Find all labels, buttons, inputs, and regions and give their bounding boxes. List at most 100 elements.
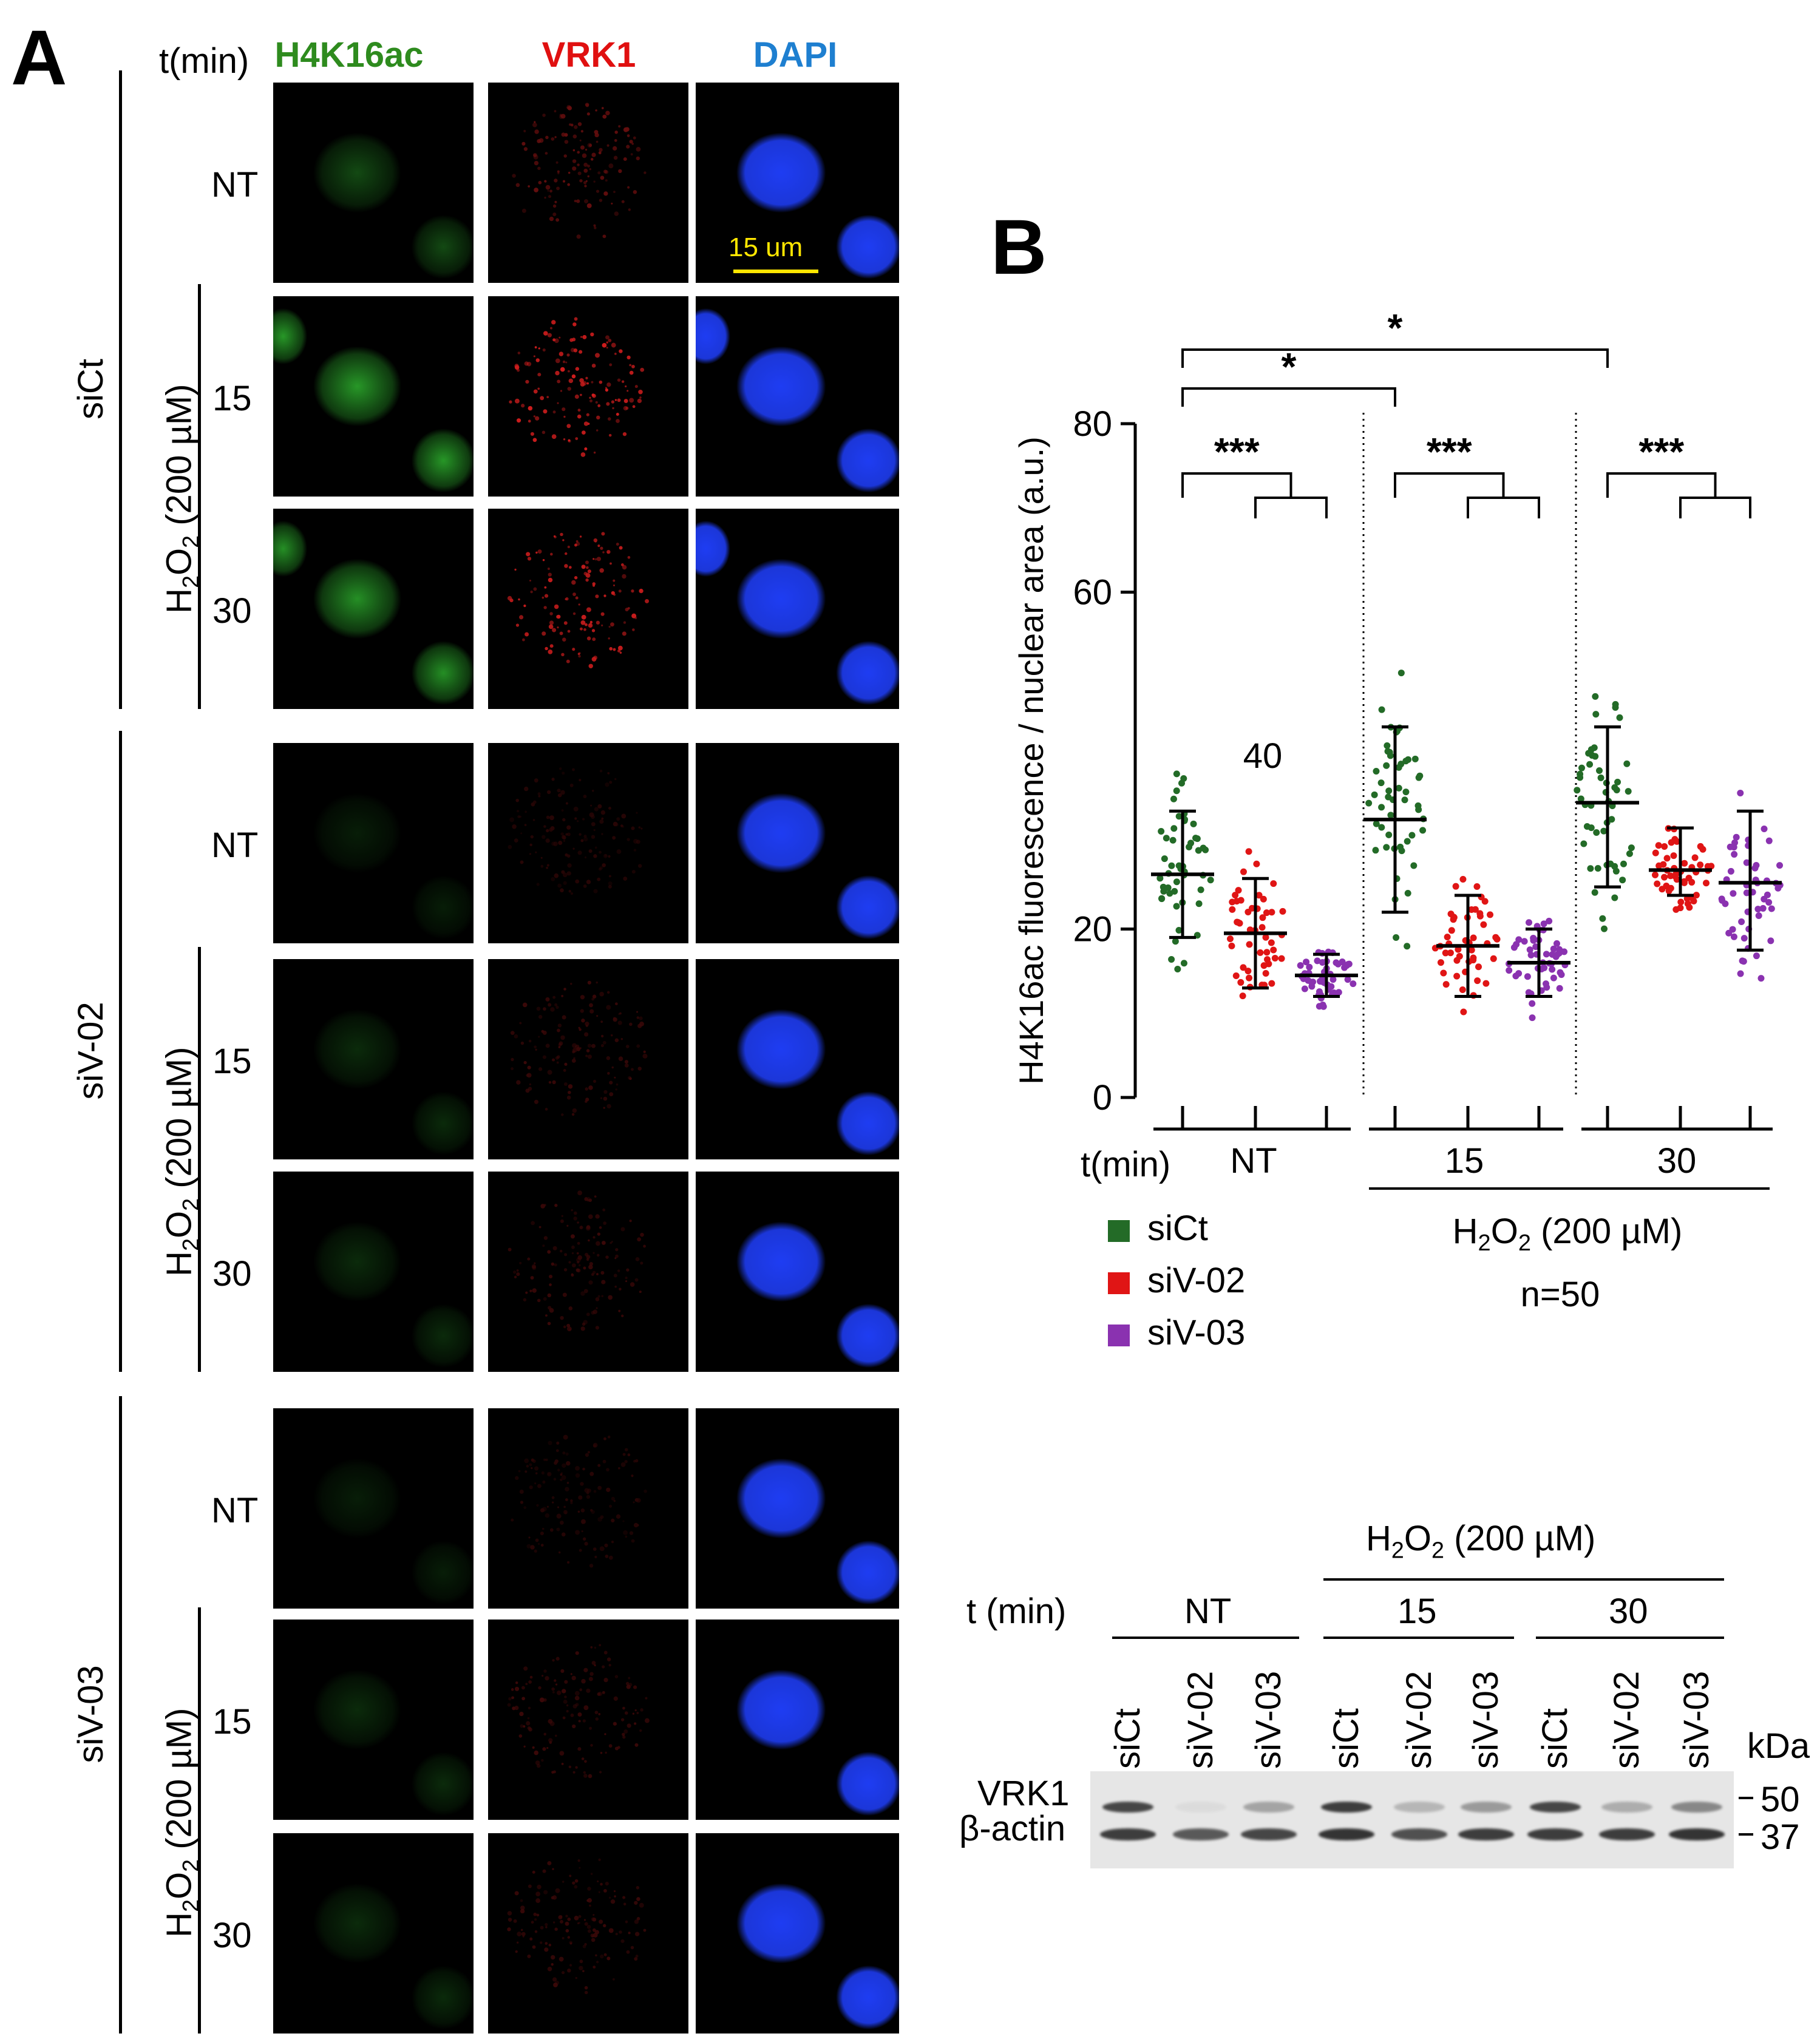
data-point <box>1616 714 1623 721</box>
y-axis-label: H4K16ac fluorescence / nuclear area (a.u… <box>1012 436 1050 1085</box>
data-point <box>1246 941 1253 948</box>
data-point <box>1530 934 1537 941</box>
data-point <box>1408 832 1416 839</box>
lane-label: siV-03 <box>1249 1671 1288 1769</box>
data-point <box>1577 795 1584 802</box>
band-actin <box>1458 1828 1514 1840</box>
data-point <box>1703 880 1710 887</box>
data-point <box>1383 844 1390 851</box>
data-point <box>1521 938 1528 945</box>
lane-label: siV-02 <box>1607 1671 1646 1769</box>
channel-header-h4k16ac: H4K16ac <box>274 35 424 75</box>
data-point <box>1580 840 1587 847</box>
data-point <box>1158 895 1166 902</box>
data-point <box>1442 981 1450 988</box>
lane-label: siCt <box>1326 1708 1366 1769</box>
data-point <box>1258 924 1266 931</box>
micrograph-siv-03-30-vrk1 <box>488 1833 688 2034</box>
data-point <box>1620 860 1627 867</box>
data-point <box>1611 784 1618 791</box>
micrograph-sict-15-h4k16ac <box>273 296 474 497</box>
data-point <box>1384 742 1391 749</box>
data-point <box>1759 904 1767 912</box>
data-point <box>1371 791 1378 798</box>
data-point <box>1385 787 1393 795</box>
data-point <box>1655 842 1662 849</box>
band-actin <box>1241 1828 1297 1840</box>
data-point <box>1448 927 1455 934</box>
group-label-siv-02: siV-02 <box>71 1002 110 1100</box>
data-point <box>1459 875 1467 883</box>
data-point <box>1180 960 1187 967</box>
data-point <box>1651 871 1659 878</box>
data-point <box>1163 835 1170 842</box>
data-point <box>1490 955 1497 962</box>
micrograph-sict-30-h4k16ac <box>273 509 474 709</box>
data-point <box>1587 865 1594 872</box>
data-point <box>1681 860 1688 867</box>
data-point <box>1529 1000 1536 1007</box>
data-point <box>1237 979 1244 986</box>
data-point <box>1626 850 1633 857</box>
data-point <box>1549 966 1556 973</box>
micrograph-siv-03-nt-h4k16ac <box>273 1408 474 1609</box>
data-point <box>1697 861 1704 869</box>
data-point <box>1540 920 1547 928</box>
sig-label: *** <box>1214 430 1260 473</box>
marker-label: 37 <box>1761 1817 1800 1857</box>
group-bracket-sict <box>119 70 122 709</box>
data-point <box>1487 911 1494 918</box>
data-point <box>1297 962 1304 969</box>
micrograph-sict-nt-dapi <box>696 83 899 283</box>
data-point <box>1173 878 1180 886</box>
data-point <box>1262 934 1269 941</box>
data-point <box>1593 829 1600 836</box>
data-point <box>1661 843 1668 850</box>
value-label: 40 <box>1243 736 1283 776</box>
n-label: n=50 <box>1521 1275 1600 1314</box>
data-point <box>1482 980 1490 987</box>
data-point <box>1263 909 1270 917</box>
data-point <box>1268 939 1275 946</box>
marker-tick <box>1739 1833 1753 1836</box>
data-point <box>1623 760 1631 767</box>
data-point <box>1442 949 1449 957</box>
data-point <box>1527 951 1535 958</box>
data-point <box>1596 767 1603 774</box>
data-point <box>1278 955 1285 962</box>
data-point <box>1459 986 1466 993</box>
data-point <box>1591 889 1598 896</box>
data-point <box>1245 848 1252 855</box>
data-point <box>1303 958 1310 966</box>
treatment-label-b: H2O2 (200 µM) <box>1453 1212 1683 1256</box>
data-point <box>1175 926 1183 934</box>
legend-swatch <box>1108 1272 1130 1294</box>
data-point <box>1393 934 1400 941</box>
data-point <box>1468 906 1475 913</box>
band-vrk1 <box>1243 1802 1294 1813</box>
band-vrk1 <box>1394 1802 1445 1813</box>
band-vrk1 <box>1461 1802 1512 1813</box>
micrograph-siv-03-nt-dapi <box>696 1408 899 1609</box>
lane-label: siCt <box>1535 1708 1575 1769</box>
data-point <box>1197 886 1204 894</box>
data-point <box>1460 1008 1467 1016</box>
band-vrk1 <box>1175 1802 1226 1813</box>
data-point <box>1168 955 1175 963</box>
data-point <box>1173 770 1180 778</box>
band-vrk1 <box>1530 1802 1581 1813</box>
data-point <box>1190 820 1197 827</box>
micrograph-siv-03-15-h4k16ac <box>273 1620 474 1820</box>
data-point <box>1236 920 1243 927</box>
data-point <box>1373 820 1380 827</box>
data-point <box>1200 844 1207 852</box>
data-point <box>1161 855 1168 863</box>
data-point <box>1437 959 1444 966</box>
data-point <box>1168 862 1175 869</box>
data-point <box>1558 971 1565 979</box>
data-point <box>1677 904 1684 912</box>
band-vrk1 <box>1321 1802 1372 1813</box>
row-label-sict-30: 30 <box>212 591 252 631</box>
sig-bracket-sub <box>1254 497 1328 518</box>
data-point <box>1229 898 1236 906</box>
